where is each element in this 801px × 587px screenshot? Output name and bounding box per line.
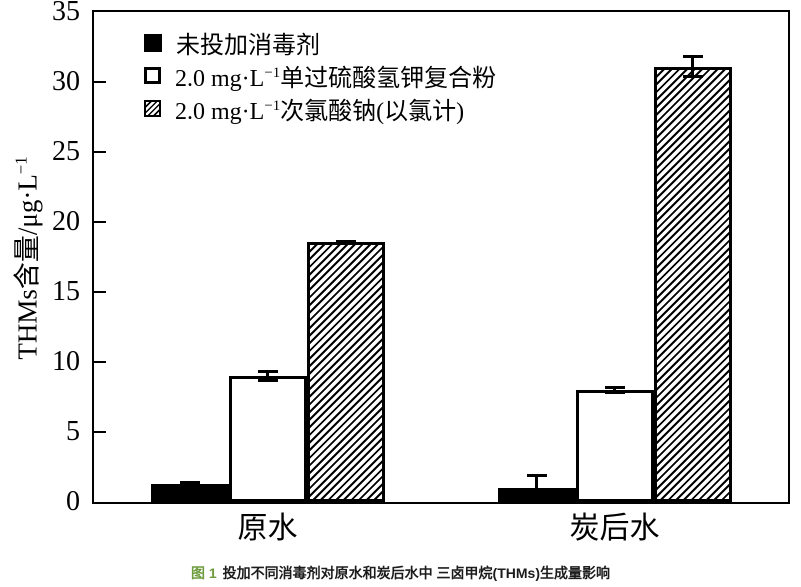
error-bar-cap	[257, 378, 278, 382]
y-axis-tick	[94, 431, 106, 433]
error-bar	[257, 370, 278, 382]
y-tick-label: 15	[52, 276, 80, 307]
y-tick-label: 20	[52, 206, 80, 237]
y-axis-title-text: THMs含量/μg·L	[12, 174, 43, 360]
y-tick-label: 35	[52, 0, 80, 27]
y-tick-label: 0	[66, 486, 80, 517]
error-bar-cap	[179, 483, 200, 487]
error-bar-line	[266, 370, 269, 382]
error-bar-cap	[526, 474, 547, 477]
legend-label: 2.0 mg·L	[175, 66, 265, 92]
error-bar	[604, 385, 625, 395]
error-bar-cap	[604, 385, 625, 389]
legend-swatch-solid-black-icon	[144, 33, 162, 52]
x-category-label: 原水	[237, 512, 298, 545]
error-bar-cap	[682, 74, 703, 78]
figure-caption: 图 1 投加不同消毒剂对原水和炭后水中 三卤甲烷(THMs)生成量影响	[0, 563, 801, 583]
error-bar	[179, 481, 200, 487]
error-bar-cap	[257, 370, 278, 374]
error-bar-cap	[335, 240, 356, 244]
error-bar-line	[613, 385, 616, 395]
legend-item: 2.0 mg·L−1单过硫酸氢钾复合粉	[144, 59, 496, 92]
error-bar	[682, 55, 703, 78]
error-bar	[526, 474, 547, 502]
error-bar-cap	[604, 391, 625, 395]
error-bar	[335, 239, 356, 244]
x-category-label: 炭后水	[569, 512, 660, 545]
y-axis-tick	[94, 151, 106, 153]
figure-caption-label: 图 1	[190, 565, 217, 581]
y-axis-tick	[94, 361, 106, 363]
y-axis-tick	[94, 291, 106, 293]
y-tick-label: 30	[52, 66, 80, 97]
legend: 未投加消毒剂 2.0 mg·L−1单过硫酸氢钾复合粉 2.0 mg·L−1次氯酸…	[144, 26, 496, 125]
error-bar-line	[691, 55, 694, 78]
figure-caption-text: 投加不同消毒剂对原水和炭后水中 三卤甲烷(THMs)生成量影响	[222, 565, 610, 581]
legend-item: 2.0 mg·L−1次氯酸钠(以氯计)	[144, 92, 496, 125]
legend-swatch-hatched-icon	[144, 100, 161, 117]
legend-label: 2.0 mg·L	[175, 99, 265, 125]
error-bar-line	[535, 474, 538, 502]
error-bar-cap	[179, 481, 200, 484]
y-tick-label: 10	[52, 346, 80, 377]
y-tick-label: 5	[66, 416, 80, 447]
legend-swatch-open-white-icon	[144, 67, 161, 84]
bar	[150, 483, 229, 502]
legend-item: 未投加消毒剂	[144, 26, 496, 59]
bar	[653, 66, 732, 502]
y-axis-tick	[94, 221, 106, 223]
bar	[575, 390, 654, 502]
y-axis-tick	[94, 81, 106, 83]
error-bar-cap	[526, 499, 547, 502]
error-bar-cap	[682, 55, 703, 59]
bar	[228, 376, 307, 502]
y-tick-label: 25	[52, 136, 80, 167]
bar	[306, 241, 385, 502]
legend-label: 未投加消毒剂	[176, 33, 320, 59]
plot-area: 未投加消毒剂 2.0 mg·L−1单过硫酸氢钾复合粉 2.0 mg·L−1次氯酸…	[92, 10, 790, 504]
